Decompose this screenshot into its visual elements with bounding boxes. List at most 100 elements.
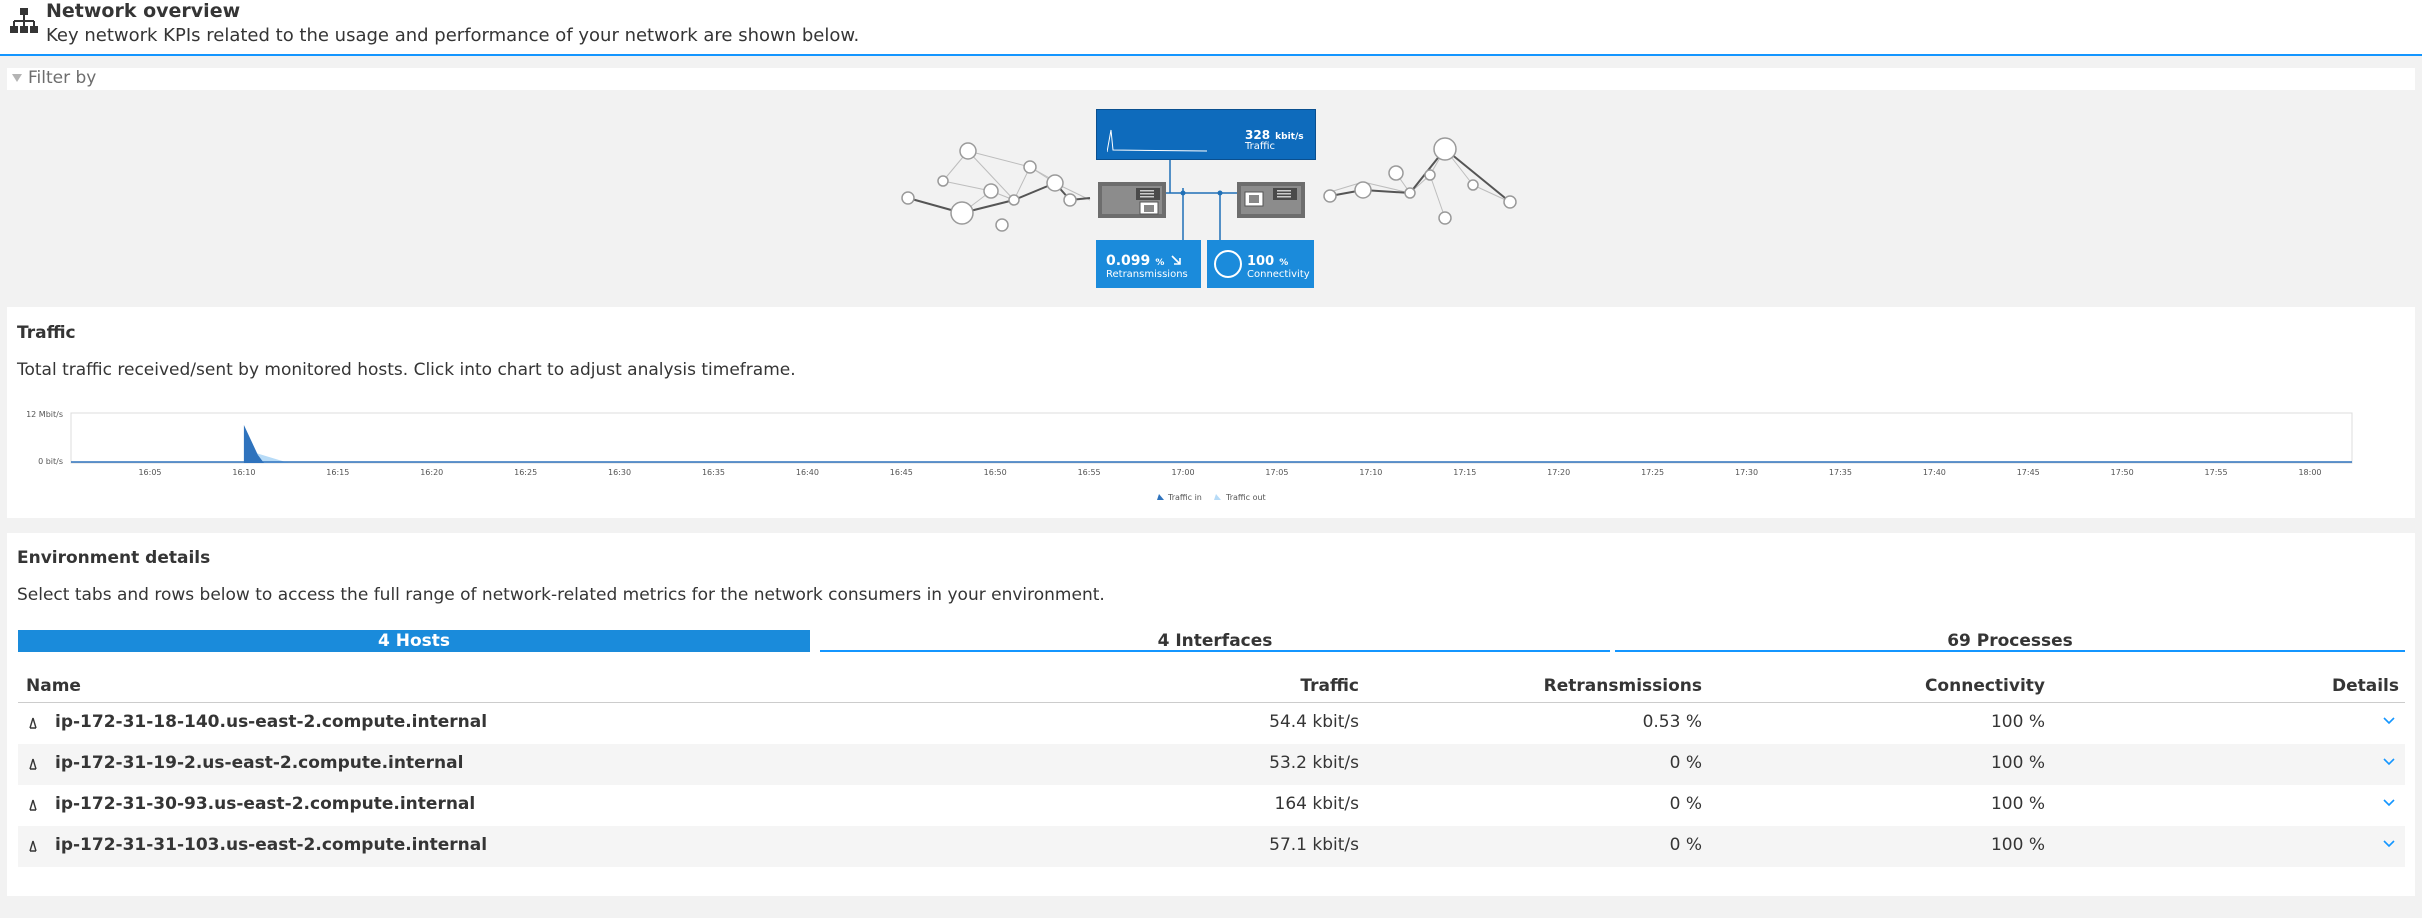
column-header-connectivity[interactable]: Connectivity — [1924, 676, 2045, 696]
table-row[interactable]: ip-172-31-19-2.us-east-2.compute.interna… — [18, 744, 2405, 785]
chevron-down-icon[interactable] — [2383, 717, 2395, 725]
traffic-title: Traffic — [17, 323, 76, 343]
host-name[interactable]: ip-172-31-19-2.us-east-2.compute.interna… — [55, 753, 464, 773]
filter-label[interactable]: Filter by — [28, 68, 97, 88]
traffic-chart[interactable]: 12 Mbit/s 0 bit/s 16:05 16:10 16:15 16:20 16:2… — [7, 307, 2415, 518]
expand-triangle-icon — [12, 74, 22, 82]
linux-icon — [29, 717, 37, 729]
traffic-kpi-unit: kbit/s — [1275, 132, 1304, 142]
retransmissions-kpi-tile[interactable]: 0.099 % Retransmissions — [1096, 240, 1201, 288]
column-header-details: Details — [2331, 676, 2399, 696]
host-connectivity: 100 % — [1990, 835, 2045, 855]
x-axis-tick-label: 17:15 — [1453, 468, 1476, 477]
host-name[interactable]: ip-172-31-18-140.us-east-2.compute.inter… — [55, 712, 488, 732]
tab-interfaces[interactable]: 4 Interfaces — [820, 630, 1610, 652]
table-header: Name Traffic Retransmissions Connectivit… — [18, 666, 2405, 703]
y-axis-max-label: 12 Mbit/s — [26, 410, 63, 419]
traffic-kpi-label: Traffic — [1245, 141, 1276, 152]
host-retransmissions: 0 % — [1669, 753, 1702, 773]
x-axis-tick-label: 16:15 — [326, 468, 349, 477]
page-subtitle: Key network KPIs related to the usage an… — [46, 25, 860, 46]
traffic-card: Traffic Total traffic received/sent by m… — [7, 307, 2415, 518]
traffic-in-area — [243, 425, 264, 463]
x-axis-tick-label: 17:45 — [2017, 468, 2040, 477]
host-connectivity: 100 % — [1990, 753, 2045, 773]
x-axis-tick-label: 17:20 — [1547, 468, 1570, 477]
server-right-icon — [1237, 182, 1305, 218]
host-connectivity: 100 % — [1990, 794, 2045, 814]
x-axis-tick-label: 16:40 — [796, 468, 819, 477]
table-row[interactable]: ip-172-31-18-140.us-east-2.compute.inter… — [18, 703, 2405, 744]
tab-processes[interactable]: 69 Processes — [1615, 630, 2405, 652]
traffic-description: Total traffic received/sent by monitored… — [17, 360, 796, 380]
column-header-name[interactable]: Name — [26, 676, 81, 696]
column-header-traffic[interactable]: Traffic — [1300, 676, 1359, 696]
table-row[interactable]: ip-172-31-31-103.us-east-2.compute.inter… — [18, 826, 2405, 867]
x-axis-tick-label: 16:20 — [420, 468, 443, 477]
legend-traffic-out-swatch — [1214, 494, 1221, 500]
server-left-icon — [1098, 182, 1166, 218]
host-retransmissions: 0 % — [1669, 794, 1702, 814]
host-retransmissions: 0 % — [1669, 835, 1702, 855]
x-axis-tick-label: 16:05 — [138, 468, 161, 477]
x-axis-tick-label: 16:35 — [702, 468, 725, 477]
host-connectivity: 100 % — [1990, 712, 2045, 732]
table-row[interactable]: ip-172-31-30-93.us-east-2.compute.intern… — [18, 785, 2405, 826]
host-traffic: 164 kbit/s — [1274, 794, 1359, 814]
chevron-down-icon[interactable] — [2383, 840, 2395, 848]
traffic-kpi-value: 328 — [1245, 128, 1271, 142]
host-traffic: 53.2 kbit/s — [1269, 753, 1359, 773]
connectivity-kpi-unit: % — [1279, 258, 1289, 268]
x-axis-tick-label: 16:10 — [232, 468, 255, 477]
environment-title: Environment details — [17, 548, 211, 568]
x-axis-tick-label: 17:40 — [1923, 468, 1946, 477]
host-traffic: 54.4 kbit/s — [1269, 712, 1359, 732]
connectivity-kpi-value: 100 — [1247, 254, 1275, 269]
connectivity-ring-icon — [1214, 250, 1242, 278]
linux-icon — [29, 799, 37, 811]
environment-details-card: Environment details Select tabs and rows… — [7, 533, 2415, 896]
network-topology-illustration — [901, 137, 1517, 240]
retransmissions-kpi-label: Retransmissions — [1106, 269, 1188, 280]
linux-icon — [29, 758, 37, 770]
x-axis-tick-label: 18:00 — [2298, 468, 2321, 477]
page-title: Network overview — [46, 0, 241, 22]
legend-traffic-out-label: Traffic out — [1225, 493, 1266, 502]
x-axis-tick-label: 17:50 — [2111, 468, 2134, 477]
filter-bar[interactable]: Filter by — [7, 68, 2415, 90]
legend-traffic-in-swatch — [1157, 494, 1164, 500]
x-axis-tick-label: 17:35 — [1829, 468, 1852, 477]
x-axis-tick-label: 17:25 — [1641, 468, 1664, 477]
x-axis-tick-label: 16:50 — [984, 468, 1007, 477]
x-axis-tick-label: 16:30 — [608, 468, 631, 477]
x-axis-tick-label: 16:45 — [890, 468, 913, 477]
environment-tabs: 4 Hosts 4 Interfaces 69 Processes — [18, 630, 2405, 652]
linux-icon — [29, 840, 37, 852]
traffic-kpi-tile[interactable]: 328 kbit/s Traffic — [1096, 109, 1316, 160]
environment-description: Select tabs and rows below to access the… — [17, 585, 1105, 605]
column-header-retransmissions[interactable]: Retransmissions — [1543, 676, 1702, 696]
legend-traffic-in-label: Traffic in — [1167, 493, 1202, 502]
chart-plot-area — [70, 412, 2353, 464]
host-name[interactable]: ip-172-31-30-93.us-east-2.compute.intern… — [55, 794, 476, 814]
x-axis-tick-label: 17:10 — [1359, 468, 1382, 477]
host-name[interactable]: ip-172-31-31-103.us-east-2.compute.inter… — [55, 835, 488, 855]
x-axis-tick-label: 16:55 — [1078, 468, 1101, 477]
x-axis-tick-label: 17:00 — [1172, 468, 1195, 477]
y-axis-min-label: 0 bit/s — [38, 457, 63, 466]
arrow-down-right-icon — [1170, 255, 1181, 265]
chevron-down-icon[interactable] — [2383, 799, 2395, 807]
x-axis-tick-label: 17:30 — [1735, 468, 1758, 477]
retransmissions-kpi-unit: % — [1155, 258, 1165, 268]
page-header: Network overview Key network KPIs relate… — [0, 0, 2422, 56]
x-axis-tick-label: 17:05 — [1265, 468, 1288, 477]
host-retransmissions: 0.53 % — [1642, 712, 1702, 732]
chevron-down-icon[interactable] — [2383, 758, 2395, 766]
host-traffic: 57.1 kbit/s — [1269, 835, 1359, 855]
network-topology-icon — [10, 8, 38, 33]
connectivity-kpi-tile[interactable]: 100 % Connectivity — [1207, 240, 1314, 288]
x-axis-tick-label: 16:25 — [514, 468, 537, 477]
traffic-sparkline — [1107, 129, 1207, 153]
tab-hosts[interactable]: 4 Hosts — [18, 630, 810, 652]
retransmissions-kpi-value: 0.099 — [1106, 253, 1151, 269]
